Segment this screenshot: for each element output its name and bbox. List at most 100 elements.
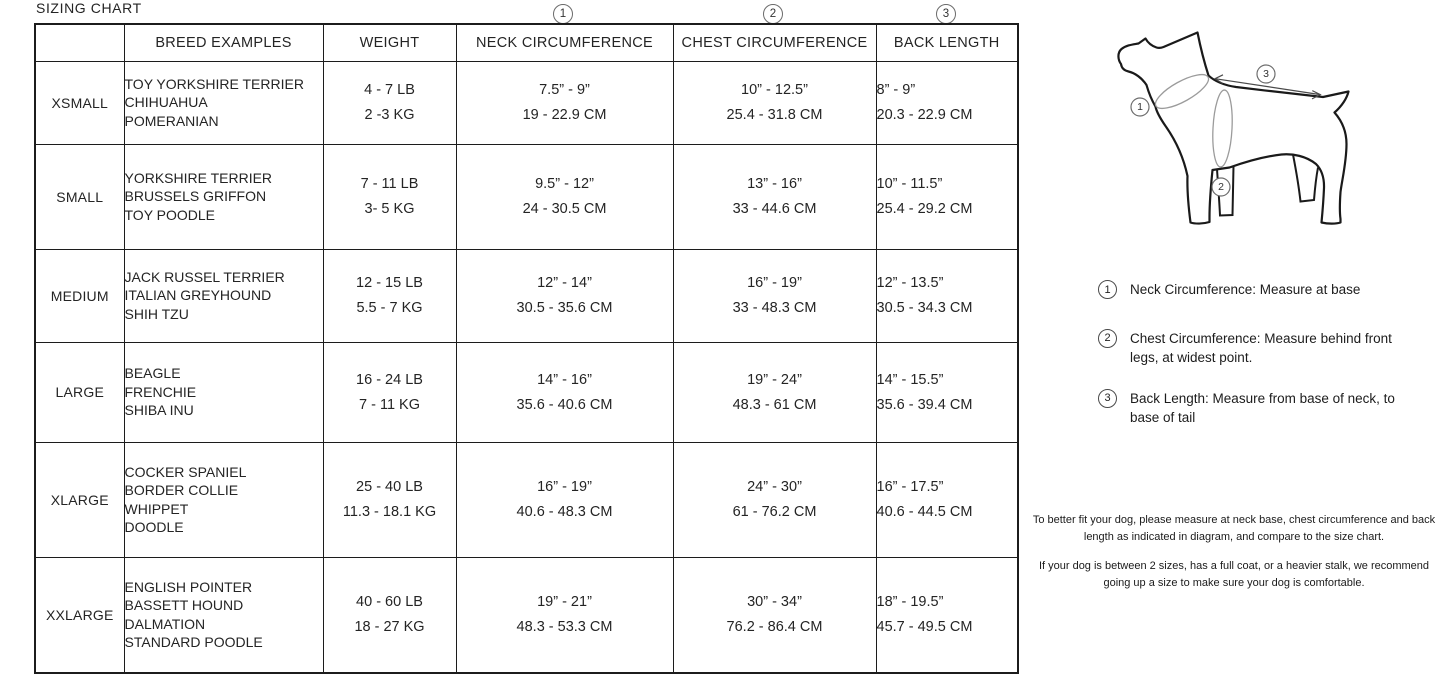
- diagram-marker-chest: 2: [1211, 177, 1231, 197]
- svg-text:2: 2: [1218, 181, 1224, 193]
- breed-name: FRENCHIE: [124, 383, 197, 400]
- neck-cell: 9.5” - 12” 24 - 30.5 CM: [455, 143, 674, 250]
- legend-text-neck: Neck Circumference: Measure at base: [1130, 282, 1361, 297]
- breed-name: BRUSSELS GRIFFON: [124, 188, 267, 205]
- table-row-xlarge: XLARGE COCKER SPANIEL BORDER COLLIE WHIP…: [34, 441, 1019, 558]
- note-measure: To better fit your dog, please measure a…: [1032, 514, 1436, 543]
- weight-cell: 4 - 7 LB 2 -3 KG: [322, 60, 457, 145]
- legend-item-back: 3 Back Length: Measure from base of neck…: [1098, 388, 1428, 428]
- table-row-xsmall: XSMALL TOY YORKSHIRE TERRIER CHIHUAHUA P…: [34, 60, 1019, 145]
- table-header-row: BREED EXAMPLES WEIGHT NECK CIRCUMFERENCE…: [34, 23, 1019, 62]
- neck-cell: 19” - 21” 48.3 - 53.3 CM: [455, 556, 674, 674]
- measurement-legend: 1 Neck Circumference: Measure at base 2 …: [1098, 280, 1428, 428]
- size-label: XLARGE: [34, 441, 125, 558]
- header-breed-examples: BREED EXAMPLES: [123, 23, 324, 62]
- legend-marker-3: 3: [1098, 388, 1117, 408]
- breed-name: BASSETT HOUND: [124, 597, 244, 614]
- neck-cell: 12” - 14” 30.5 - 35.6 CM: [455, 248, 674, 343]
- chest-cell: 30” - 34” 76.2 - 86.4 CM: [672, 556, 877, 674]
- breed-name: WHIPPET: [124, 500, 189, 517]
- weight-cell: 7 - 11 LB 3- 5 KG: [322, 143, 457, 250]
- breed-name: TOY YORKSHIRE TERRIER: [124, 75, 304, 92]
- svg-text:3: 3: [1263, 68, 1269, 80]
- breed-name: SHIH TZU: [124, 305, 189, 322]
- fitting-notes: To better fit your dog, please measure a…: [1028, 512, 1440, 591]
- breeds-cell: YORKSHIRE TERRIER BRUSSELS GRIFFON TOY P…: [123, 143, 324, 250]
- breed-name: STANDARD POODLE: [124, 634, 263, 651]
- weight-cell: 40 - 60 LB 18 - 27 KG: [322, 556, 457, 674]
- column-marker-neck: 1: [553, 4, 573, 24]
- chest-cell: 19” - 24” 48.3 - 61 CM: [672, 341, 877, 443]
- size-label: LARGE: [34, 341, 125, 443]
- neck-cell: 14” - 16” 35.6 - 40.6 CM: [455, 341, 674, 443]
- chest-cell: 16” - 19” 33 - 48.3 CM: [672, 248, 877, 343]
- header-size: [34, 23, 125, 62]
- dog-measurement-diagram: 1 2 3: [1117, 31, 1350, 225]
- back-cell: 12” - 13.5” 30.5 - 34.3 CM: [875, 248, 1019, 343]
- legend-item-chest: 2 Chest Circumference: Measure behind fr…: [1098, 328, 1428, 368]
- legend-item-neck: 1 Neck Circumference: Measure at base: [1098, 280, 1428, 300]
- note-between-sizes: If your dog is between 2 sizes, has a fu…: [1038, 560, 1430, 589]
- breeds-cell: JACK RUSSEL TERRIER ITALIAN GREYHOUND SH…: [123, 248, 324, 343]
- table-row-small: SMALL YORKSHIRE TERRIER BRUSSELS GRIFFON…: [34, 143, 1019, 250]
- header-neck-circumference: NECK CIRCUMFERENCE: [455, 23, 674, 62]
- breed-name: ITALIAN GREYHOUND: [124, 287, 272, 304]
- breeds-cell: COCKER SPANIEL BORDER COLLIE WHIPPET DOO…: [123, 441, 324, 558]
- table-row-medium: MEDIUM JACK RUSSEL TERRIER ITALIAN GREYH…: [34, 248, 1019, 343]
- breeds-cell: BEAGLE FRENCHIE SHIBA INU: [123, 341, 324, 443]
- breed-name: ENGLISH POINTER: [124, 578, 253, 595]
- page-title: SIZING CHART: [36, 0, 142, 16]
- breed-name: JACK RUSSEL TERRIER: [124, 268, 285, 285]
- diagram-marker-back: 3: [1256, 64, 1276, 84]
- svg-text:1: 1: [1137, 101, 1143, 113]
- breed-name: COCKER SPANIEL: [124, 463, 247, 480]
- back-cell: 14” - 15.5” 35.6 - 39.4 CM: [875, 341, 1019, 443]
- chest-cell: 13” - 16” 33 - 44.6 CM: [672, 143, 877, 250]
- size-label: XSMALL: [34, 60, 125, 145]
- dog-outline: [1117, 31, 1350, 225]
- breed-name: BEAGLE: [124, 365, 181, 382]
- table-row-xxlarge: XXLARGE ENGLISH POINTER BASSETT HOUND DA…: [34, 556, 1019, 674]
- table-row-large: LARGE BEAGLE FRENCHIE SHIBA INU 16 - 24 …: [34, 341, 1019, 443]
- chest-cell: 24” - 30” 61 - 76.2 CM: [672, 441, 877, 558]
- back-length-arrow: [1213, 74, 1322, 100]
- weight-cell: 12 - 15 LB 5.5 - 7 KG: [322, 248, 457, 343]
- breed-name: TOY POODLE: [124, 206, 216, 223]
- chest-cell: 10” - 12.5” 25.4 - 31.8 CM: [672, 60, 877, 145]
- weight-cell: 25 - 40 LB 11.3 - 18.1 KG: [322, 441, 457, 558]
- back-cell: 18” - 19.5” 45.7 - 49.5 CM: [875, 556, 1019, 674]
- sizing-table: BREED EXAMPLES WEIGHT NECK CIRCUMFERENCE…: [34, 23, 1019, 674]
- header-chest-circumference: CHEST CIRCUMFERENCE: [672, 23, 877, 62]
- weight-cell: 16 - 24 LB 7 - 11 KG: [322, 341, 457, 443]
- dog-far-hind-leg: [1292, 154, 1319, 203]
- breeds-cell: ENGLISH POINTER BASSETT HOUND DALMATION …: [123, 556, 324, 674]
- neck-cell: 16” - 19” 40.6 - 48.3 CM: [455, 441, 674, 558]
- breed-name: YORKSHIRE TERRIER: [124, 169, 273, 186]
- breed-name: POMERANIAN: [124, 112, 219, 129]
- column-marker-chest: 2: [763, 4, 783, 24]
- legend-marker-1: 1: [1098, 280, 1117, 299]
- legend-text-chest: Chest Circumference: Measure behind fron…: [1130, 330, 1392, 365]
- breed-name: BORDER COLLIE: [124, 482, 239, 498]
- neck-measure-ellipse: [1154, 73, 1210, 110]
- back-cell: 10” - 11.5” 25.4 - 29.2 CM: [875, 143, 1019, 250]
- size-label: XXLARGE: [34, 556, 125, 674]
- size-label: SMALL: [34, 143, 125, 250]
- diagram-marker-neck: 1: [1130, 97, 1150, 117]
- chest-measure-ellipse: [1212, 89, 1233, 168]
- breed-name: DALMATION: [124, 615, 206, 632]
- back-cell: 8” - 9” 20.3 - 22.9 CM: [875, 60, 1019, 145]
- breed-name: CHIHUAHUA: [124, 94, 208, 111]
- back-cell: 16” - 17.5” 40.6 - 44.5 CM: [875, 441, 1019, 558]
- header-back-length: BACK LENGTH: [875, 23, 1019, 62]
- size-label: MEDIUM: [34, 248, 125, 343]
- header-weight: WEIGHT: [322, 23, 457, 62]
- breed-name: DOODLE: [124, 519, 184, 535]
- legend-marker-2: 2: [1098, 328, 1117, 348]
- column-marker-back: 3: [936, 4, 956, 24]
- breeds-cell: TOY YORKSHIRE TERRIER CHIHUAHUA POMERANI…: [123, 60, 324, 145]
- legend-text-back: Back Length: Measure from base of neck, …: [1130, 390, 1395, 425]
- neck-cell: 7.5” - 9” 19 - 22.9 CM: [455, 60, 674, 145]
- breed-name: SHIBA INU: [124, 402, 194, 419]
